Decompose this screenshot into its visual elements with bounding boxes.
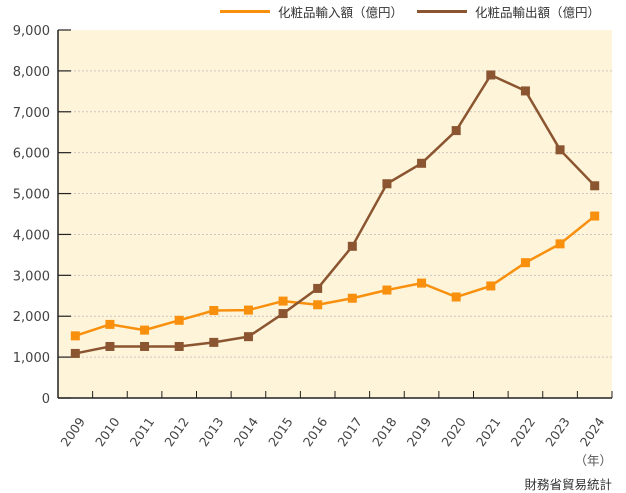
export-data-point[interactable] (590, 181, 600, 191)
legend-label-import: 化粧品輸入額（億円） (278, 5, 404, 20)
legend-swatch-import (220, 10, 270, 13)
export-data-point[interactable] (486, 70, 496, 80)
y-tick-label: 4,000 (13, 228, 50, 243)
x-axis-unit-label: （年） (574, 453, 612, 468)
x-tick-label: 2023 (542, 415, 573, 450)
plot-area (58, 30, 612, 398)
import-data-point[interactable] (382, 285, 392, 295)
x-tick-label: 2010 (92, 414, 123, 449)
y-tick-label: 2,000 (13, 310, 50, 325)
export-data-point[interactable] (313, 283, 323, 293)
import-data-point[interactable] (347, 293, 357, 303)
y-tick-label: 5,000 (13, 188, 50, 203)
x-tick-label: 2017 (334, 415, 365, 450)
export-data-point[interactable] (451, 126, 461, 136)
export-data-point[interactable] (243, 332, 253, 342)
import-data-point[interactable] (520, 258, 530, 268)
export-data-point[interactable] (174, 341, 184, 351)
legend-label-export: 化粧品輸出額（億円） (475, 5, 601, 20)
export-data-point[interactable] (70, 348, 80, 358)
y-tick-label: 0 (42, 392, 50, 407)
import-data-point[interactable] (140, 325, 150, 335)
import-data-point[interactable] (486, 281, 496, 291)
x-tick-label: 2022 (508, 415, 539, 450)
legend-item-import[interactable]: 化粧品輸入額（億円） (220, 2, 403, 21)
import-data-point[interactable] (70, 331, 80, 341)
export-data-point[interactable] (347, 241, 357, 251)
y-tick-label: 9,000 (13, 24, 50, 39)
legend-swatch-export (417, 10, 468, 13)
export-data-point[interactable] (140, 341, 150, 351)
import-data-point[interactable] (451, 292, 461, 302)
import-data-point[interactable] (243, 305, 253, 315)
export-data-point[interactable] (555, 145, 565, 155)
x-tick-label: 2014 (231, 414, 262, 449)
import-data-point[interactable] (590, 211, 600, 221)
x-tick-label: 2021 (473, 415, 504, 450)
export-data-point[interactable] (382, 179, 392, 189)
export-data-point[interactable] (520, 86, 530, 96)
export-series-line (75, 73, 596, 355)
import-series-line (74, 215, 596, 338)
import-data-point[interactable] (417, 278, 427, 288)
export-data-point[interactable] (105, 341, 115, 351)
export-data-point[interactable] (209, 337, 219, 347)
y-tick-label: 7,000 (13, 106, 50, 121)
y-tick-label: 1,000 (13, 351, 50, 366)
import-data-point[interactable] (278, 296, 288, 306)
x-tick-label: 2011 (127, 415, 158, 450)
x-tick-label: 2024 (577, 414, 608, 449)
y-tick-label: 3,000 (13, 269, 50, 284)
y-tick-label: 6,000 (13, 147, 50, 162)
x-tick-label: 2009 (57, 414, 88, 449)
import-data-point[interactable] (555, 239, 565, 249)
import-data-point[interactable] (105, 319, 115, 329)
x-tick-label: 2015 (265, 415, 296, 450)
legend-item-export[interactable]: 化粧品輸出額（億円） (417, 2, 600, 21)
source-label: 財務省貿易統計 (524, 477, 612, 492)
export-data-point[interactable] (278, 309, 288, 319)
x-tick-label: 2019 (404, 414, 435, 449)
y-tick-label: 8,000 (13, 65, 50, 80)
x-tick-label: 2016 (300, 414, 331, 449)
import-data-point[interactable] (209, 305, 219, 315)
x-tick-label: 2013 (196, 415, 227, 450)
import-data-point[interactable] (174, 315, 184, 325)
import-data-point[interactable] (313, 300, 323, 310)
x-tick-label: 2020 (438, 414, 469, 449)
x-tick-label: 2012 (161, 415, 192, 450)
export-data-point[interactable] (417, 158, 427, 168)
x-tick-label: 2018 (369, 414, 400, 449)
chart-legend: 化粧品輸入額（億円） 化粧品輸出額（億円） (220, 2, 614, 21)
